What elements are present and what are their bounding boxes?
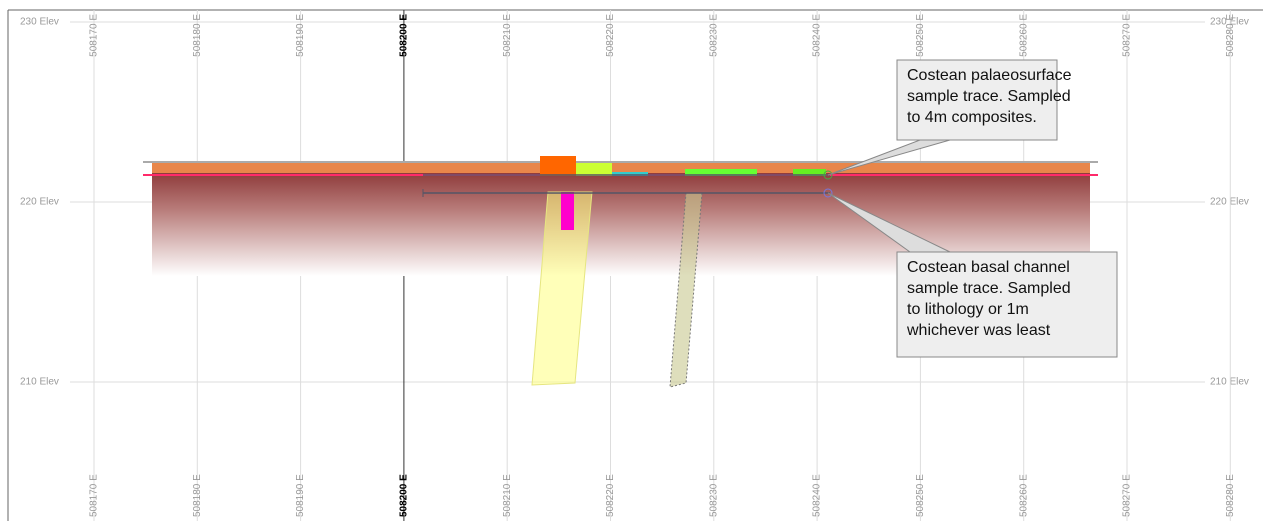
callout-text: Costean palaeosurface — [907, 67, 1072, 84]
easting-label: 508260 E — [1018, 474, 1029, 517]
sample-interval — [793, 169, 826, 176]
easting-label: 508280 E — [1225, 14, 1236, 57]
easting-label: 508270 E — [1122, 14, 1133, 57]
trace-end — [823, 170, 833, 180]
easting-label: 508250 E — [915, 474, 926, 517]
callout-box — [896, 251, 1118, 358]
elevation-label: 230 Elev — [1210, 17, 1249, 28]
callout-text: whichever was least — [906, 322, 1051, 339]
drillhole-trace — [531, 191, 593, 386]
easting-label: 508190 E — [295, 474, 306, 517]
easting-label: 508250 E — [915, 14, 926, 57]
drillhole-trace — [669, 192, 703, 388]
easting-label: 508170 E — [89, 14, 100, 57]
surface-layer — [152, 162, 1090, 173]
sample-interval — [685, 169, 757, 176]
elevation-label: 220 Elev — [20, 197, 59, 208]
elevation-label: 230 Elev — [20, 17, 59, 28]
easting-label: 508200 E — [399, 14, 410, 57]
sample-interval — [576, 163, 612, 176]
easting-label: 508260 E — [1018, 14, 1029, 57]
callout-text: to 4m composites. — [907, 109, 1037, 126]
easting-label: 508220 E — [605, 474, 616, 517]
easting-label: 508180 E — [192, 474, 203, 517]
callouts: Costean palaeosurface sample trace. Sampl… — [906, 67, 1072, 339]
callout-text: sample trace. Sampled — [907, 280, 1071, 297]
elevation-label: 210 Elev — [20, 377, 59, 388]
easting-label: 508190 E — [295, 14, 306, 57]
callout-text: sample trace. Sampled — [907, 88, 1071, 105]
easting-label: 508180 E — [192, 14, 203, 57]
callout-text: Costean basal channel — [907, 259, 1070, 276]
sample-interval — [612, 172, 648, 176]
easting-label: 508280 E — [1225, 474, 1236, 517]
easting-label: 508230 E — [708, 474, 719, 517]
callout-box — [896, 59, 1058, 141]
sample-interval — [540, 156, 576, 176]
easting-label: 508210 E — [502, 14, 513, 57]
elevation-label: 220 Elev — [1210, 197, 1249, 208]
easting-label: 508270 E — [1122, 474, 1133, 517]
easting-label: 508240 E — [812, 14, 823, 57]
easting-label: 508210 E — [502, 474, 513, 517]
easting-label: 508230 E — [708, 14, 719, 57]
trace-end — [823, 188, 833, 198]
easting-label: 508200 E — [399, 474, 410, 517]
callout-text: to lithology or 1m — [907, 301, 1029, 318]
sample-interval — [561, 192, 574, 230]
easting-label: 508220 E — [605, 14, 616, 57]
easting-label: 508240 E — [812, 474, 823, 517]
elevation-label: 210 Elev — [1210, 377, 1249, 388]
easting-label: 508170 E — [89, 474, 100, 517]
